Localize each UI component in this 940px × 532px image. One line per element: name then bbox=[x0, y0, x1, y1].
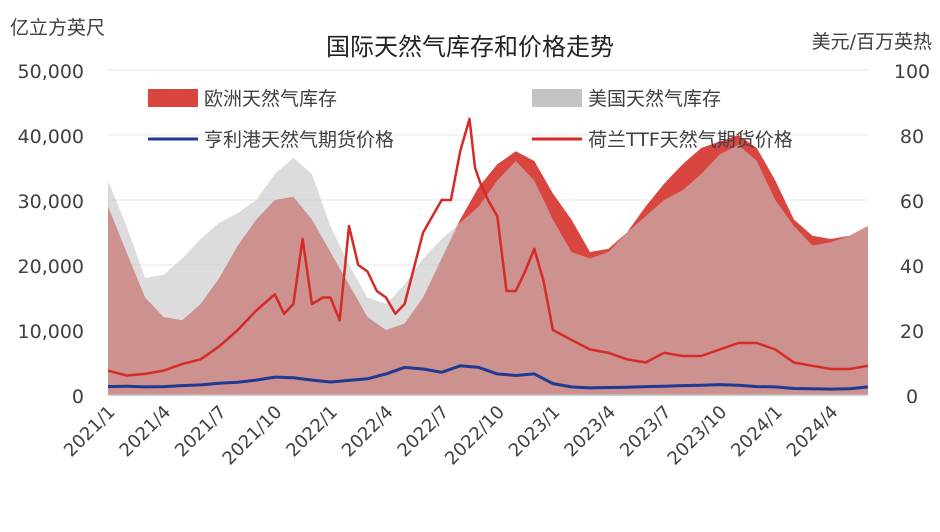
y-left-tick-label: 0 bbox=[72, 386, 84, 408]
x-tick-label: 2022/1 bbox=[282, 402, 342, 462]
x-tick-label: 2024/1 bbox=[727, 402, 787, 462]
y-right-label: 美元/百万英热 bbox=[812, 31, 932, 53]
y-right-tick-label: 20 bbox=[900, 321, 924, 343]
area-series-group bbox=[108, 135, 868, 395]
legend-label-ttf: 荷兰TTF天然气期货价格 bbox=[588, 129, 793, 151]
x-tick-label: 2022/4 bbox=[338, 402, 398, 462]
legend-label-us-storage: 美国天然气库存 bbox=[588, 88, 721, 110]
chart-legend: 欧洲天然气库存 美国天然气库存 亨利港天然气期货价格 荷兰TTF天然气期货价格 bbox=[148, 88, 793, 151]
y-right-tick-label: 60 bbox=[900, 191, 924, 213]
x-tick-label: 2024/4 bbox=[783, 402, 843, 462]
y-right-tick-label: 0 bbox=[906, 386, 918, 408]
x-tick-label: 2021/1 bbox=[60, 402, 120, 462]
y-left-tick-label: 30,000 bbox=[18, 191, 84, 213]
y-right-tick-label: 100 bbox=[894, 61, 930, 83]
x-tick-label: 2023/1 bbox=[505, 402, 565, 462]
y-left-tick-label: 40,000 bbox=[18, 126, 84, 148]
x-tick-label: 2023/4 bbox=[560, 402, 620, 462]
y-left-label: 亿立方英尺 bbox=[10, 17, 105, 39]
chart-title: 国际天然气库存和价格走势 bbox=[326, 33, 614, 61]
y-left-tick-label: 50,000 bbox=[18, 61, 84, 83]
y-right-tick-label: 80 bbox=[900, 126, 924, 148]
y-left-tick-label: 20,000 bbox=[18, 256, 84, 278]
legend-label-henry-hub: 亨利港天然气期货价格 bbox=[204, 129, 394, 151]
line-ttf bbox=[107, 117, 869, 377]
x-tick-label: 2023/10 bbox=[664, 402, 732, 470]
y-right-tick-label: 40 bbox=[900, 256, 924, 278]
line-henry-hub bbox=[107, 364, 869, 391]
x-tick-label: 2022/10 bbox=[441, 402, 509, 470]
y-left-tick-label: 10,000 bbox=[18, 321, 84, 343]
legend-swatch-eu-storage bbox=[148, 89, 198, 107]
x-tick-label: 2021/4 bbox=[116, 402, 176, 462]
line-series-group bbox=[107, 117, 869, 391]
legend-label-eu-storage: 欧洲天然气库存 bbox=[204, 88, 337, 110]
area-us-storage bbox=[108, 144, 868, 395]
x-tick-label: 2021/10 bbox=[219, 402, 287, 470]
legend-swatch-us-storage bbox=[532, 89, 582, 107]
